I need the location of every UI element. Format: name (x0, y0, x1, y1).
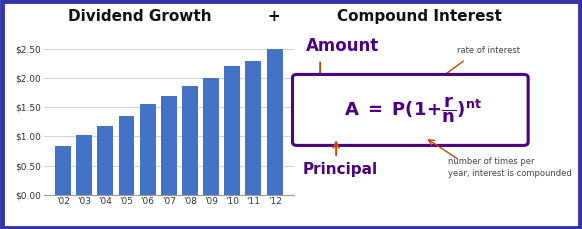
Text: Dividend Growth: Dividend Growth (68, 8, 211, 24)
Bar (246, 61, 261, 195)
Bar (55, 146, 71, 195)
Bar (119, 116, 134, 195)
FancyBboxPatch shape (292, 74, 528, 145)
Bar (97, 126, 113, 195)
Text: Compound Interest: Compound Interest (336, 8, 502, 24)
Bar (76, 135, 92, 195)
Bar (182, 86, 198, 195)
Text: Amount: Amount (306, 37, 379, 55)
Text: rate of interest: rate of interest (457, 46, 520, 55)
Text: number of times per
year, interest is compounded: number of times per year, interest is co… (448, 157, 572, 177)
Bar (203, 78, 219, 195)
Bar (161, 95, 177, 195)
Text: +: + (267, 8, 280, 24)
Text: Principal: Principal (303, 162, 378, 177)
Text: $\mathbf{A\ =\ P(1\!+\!\dfrac{r}{n})^{nt}}$: $\mathbf{A\ =\ P(1\!+\!\dfrac{r}{n})^{nt… (344, 95, 482, 125)
Bar (224, 66, 240, 195)
Bar (267, 49, 282, 195)
Bar (140, 104, 155, 195)
